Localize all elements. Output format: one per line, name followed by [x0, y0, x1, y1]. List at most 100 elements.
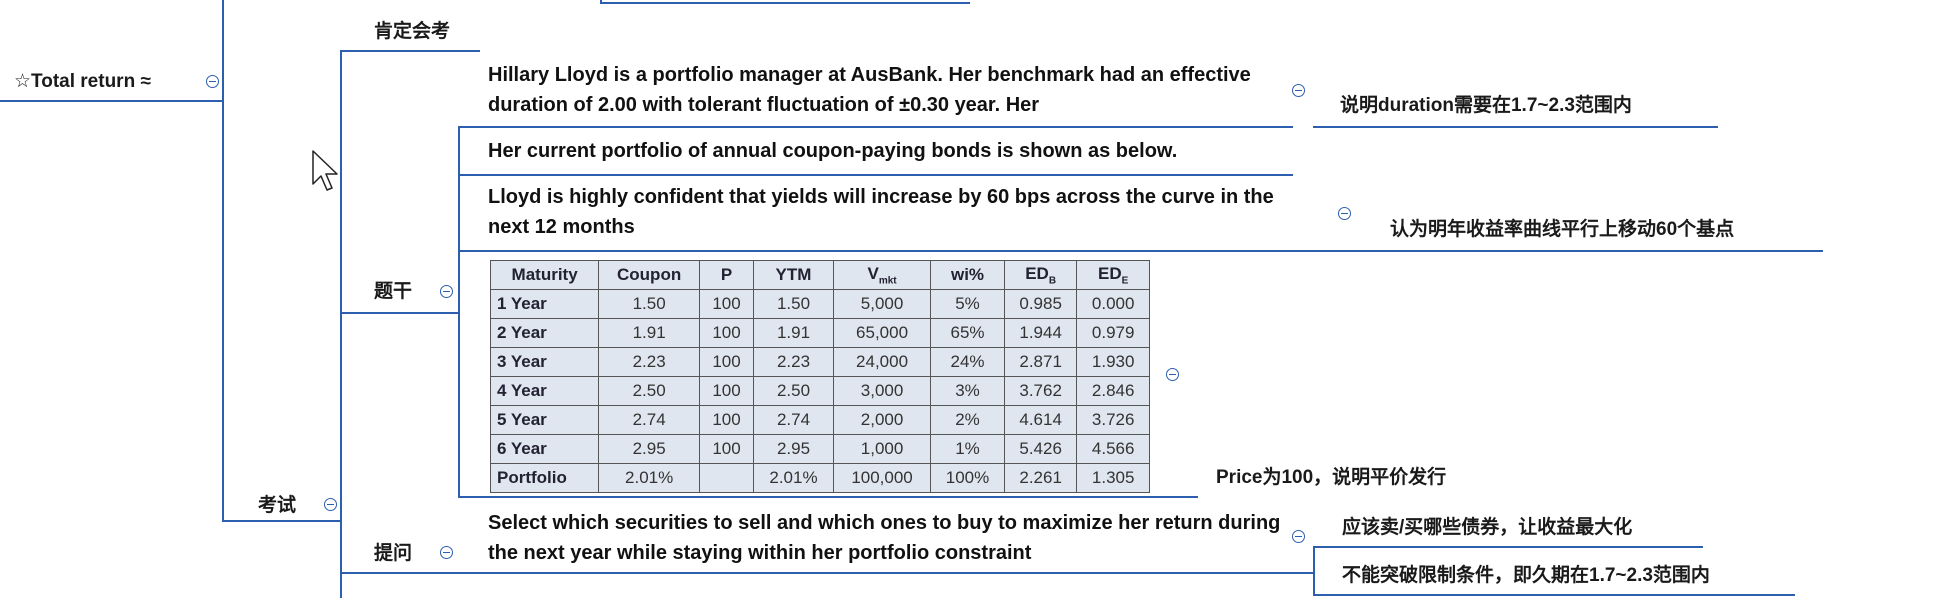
connector-root-vertical: [222, 0, 224, 520]
topic-kending[interactable]: 肯定会考: [374, 21, 451, 42]
table-cell: 100: [699, 347, 755, 377]
table-row: 3 Year 2.23 100 2.23 24,000 24% 2.871 1.930: [489, 347, 1150, 377]
table-cell: 65,000: [832, 318, 932, 348]
table-row: 4 Year 2.50 100 2.50 3,000 3% 3.762 2.846: [489, 376, 1150, 406]
table-cell: 1.944: [1003, 318, 1078, 348]
topic-tiwen[interactable]: 提问: [374, 543, 413, 564]
table-cell: 3,000: [832, 376, 932, 406]
root-collapse-icon[interactable]: [206, 75, 219, 88]
table-cell: 1.305: [1076, 463, 1150, 493]
table-cell: 100: [699, 289, 755, 319]
table-cell: 4.566: [1076, 434, 1150, 464]
table-cell: 2.74: [598, 405, 701, 435]
connector-note3-underline: [1363, 250, 1823, 252]
header-price: P: [699, 260, 755, 290]
table-cell: 2,000: [832, 405, 932, 435]
table-cell: 1%: [930, 434, 1005, 464]
table-cell: 100%: [930, 463, 1005, 493]
header-ede: EDE: [1076, 260, 1150, 290]
root-topic[interactable]: ☆Total return ≈: [14, 71, 151, 92]
connector-para2-underline: [458, 174, 1293, 176]
para3-collapse-icon[interactable]: [1338, 207, 1351, 220]
table-cell: 24%: [930, 347, 1005, 377]
table-cell: 0.979: [1076, 318, 1150, 348]
table-cell: 2.261: [1003, 463, 1078, 493]
table-collapse-icon[interactable]: [1166, 368, 1179, 381]
table-header-row: Maturity Coupon P YTM Vmkt wi% EDB EDE: [489, 260, 1150, 290]
connector-q-note-vertical: [1313, 546, 1315, 596]
table-cell: 5%: [930, 289, 1005, 319]
table-note[interactable]: Price为100，说明平价发行: [1216, 467, 1447, 488]
kaoshi-collapse-icon[interactable]: [324, 498, 337, 511]
table-cell: 2.846: [1076, 376, 1150, 406]
connector-q-note2-underline: [1313, 594, 1795, 596]
para3-note[interactable]: 认为明年收益率曲线平行上移动60个基点: [1390, 219, 1735, 240]
table-cell: 2.01%: [598, 463, 701, 493]
table-cell: 1.50: [753, 289, 834, 319]
para1-note[interactable]: 说明duration需要在1.7~2.3范围内: [1340, 95, 1632, 116]
header-maturity: Maturity: [489, 260, 600, 290]
connector-para1-underline: [458, 126, 1293, 128]
table-cell: 2%: [930, 405, 1005, 435]
header-vmkt: Vmkt: [832, 260, 932, 290]
table-cell: 1.91: [598, 318, 701, 348]
connector-kending-underline: [340, 50, 480, 52]
table-row: 6 Year 2.95 100 2.95 1,000 1% 5.426 4.566: [489, 434, 1150, 464]
topic-kaoshi[interactable]: 考试: [258, 495, 297, 516]
topic-tigan[interactable]: 题干: [374, 281, 413, 302]
connector-q-note1-underline: [1313, 546, 1703, 548]
header-ytm: YTM: [753, 260, 834, 290]
table-cell: 5,000: [832, 289, 932, 319]
connector-root-underline: [0, 100, 222, 102]
question-text[interactable]: Select which securities to sell and whic…: [488, 512, 1281, 564]
question-note-1[interactable]: 应该卖/买哪些债券，让收益最大化: [1342, 517, 1633, 538]
table-cell: 24,000: [832, 347, 932, 377]
row-maturity-cell: 2 Year: [489, 318, 600, 348]
stem-paragraph-1[interactable]: Hillary Lloyd is a portfolio manager at …: [488, 64, 1251, 116]
table-cell: 100: [699, 405, 755, 435]
connector-kaoshi-underline: [222, 520, 340, 522]
table-cell: 1.50: [598, 289, 701, 319]
table-cell: 2.74: [753, 405, 834, 435]
table-row: Portfolio 2.01% 2.01% 100,000 100% 2.261 1.305: [489, 463, 1150, 493]
table-cell: 100: [699, 318, 755, 348]
row-maturity-cell: 6 Year: [489, 434, 600, 464]
table-cell: 1,000: [832, 434, 932, 464]
connector-table-underline: [458, 496, 1198, 498]
table-cell: 1.91: [753, 318, 834, 348]
table-cell: 2.95: [753, 434, 834, 464]
tigan-collapse-icon[interactable]: [440, 285, 453, 298]
stem-paragraph-3[interactable]: Lloyd is highly confident that yields wi…: [488, 186, 1274, 238]
row-maturity-cell: 3 Year: [489, 347, 600, 377]
para1-collapse-icon[interactable]: [1292, 84, 1305, 97]
connector-tigan-underline: [340, 312, 458, 314]
table-row: 1 Year 1.50 100 1.50 5,000 5% 0.985 0.000: [489, 289, 1150, 319]
table-cell: 2.01%: [753, 463, 834, 493]
header-weight: wi%: [930, 260, 1005, 290]
table-cell: 0.985: [1003, 289, 1078, 319]
table-cell: 3%: [930, 376, 1005, 406]
table-row: 5 Year 2.74 100 2.74 2,000 2% 4.614 3.726: [489, 405, 1150, 435]
header-edb: EDB: [1003, 260, 1078, 290]
row-maturity-cell: 4 Year: [489, 376, 600, 406]
mouse-pointer-icon: [312, 150, 338, 191]
table-cell: 2.50: [598, 376, 701, 406]
row-maturity-cell: Portfolio: [489, 463, 600, 493]
table-cell: 2.50: [753, 376, 834, 406]
table-cell: 3.726: [1076, 405, 1150, 435]
connector-tiwen-underline: [340, 572, 478, 574]
connector-tigan-vertical: [458, 126, 460, 496]
connector-para3-underline: [458, 250, 1363, 252]
question-note-2[interactable]: 不能突破限制条件，即久期在1.7~2.3范围内: [1342, 565, 1710, 586]
table-cell: 2.23: [598, 347, 701, 377]
table-cell: 2.95: [598, 434, 701, 464]
table-cell: 4.614: [1003, 405, 1078, 435]
table-row: 2 Year 1.91 100 1.91 65,000 65% 1.944 0.979: [489, 318, 1150, 348]
table-cell: 5.426: [1003, 434, 1078, 464]
table-cell: 65%: [930, 318, 1005, 348]
stem-paragraph-2[interactable]: Her current portfolio of annual coupon-p…: [488, 140, 1178, 162]
connector-question-underline: [478, 572, 1313, 574]
tiwen-collapse-icon[interactable]: [440, 546, 453, 559]
question-collapse-icon[interactable]: [1292, 530, 1305, 543]
connector-top-stub: [600, 2, 970, 4]
